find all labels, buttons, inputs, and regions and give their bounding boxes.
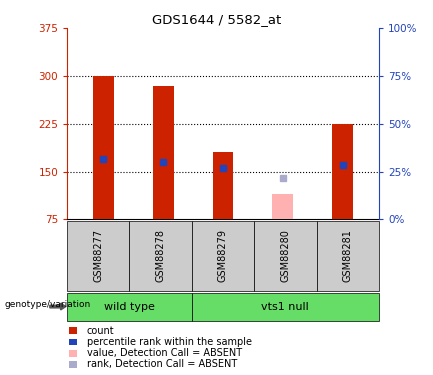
Text: percentile rank within the sample: percentile rank within the sample: [87, 337, 252, 347]
Text: rank, Detection Call = ABSENT: rank, Detection Call = ABSENT: [87, 360, 237, 369]
Bar: [272, 194, 294, 219]
Text: GSM88278: GSM88278: [155, 230, 166, 282]
Text: count: count: [87, 326, 114, 336]
Bar: [152, 86, 174, 219]
Text: vts1 null: vts1 null: [262, 302, 309, 312]
Bar: [213, 152, 233, 219]
Text: GSM88279: GSM88279: [218, 230, 228, 282]
Text: GSM88277: GSM88277: [93, 230, 103, 282]
Bar: [93, 76, 113, 219]
Text: GSM88280: GSM88280: [280, 230, 291, 282]
Text: wild type: wild type: [104, 302, 155, 312]
Text: genotype/variation: genotype/variation: [4, 300, 90, 309]
Text: value, Detection Call = ABSENT: value, Detection Call = ABSENT: [87, 348, 242, 358]
Text: GDS1644 / 5582_at: GDS1644 / 5582_at: [152, 13, 281, 26]
Bar: [333, 124, 353, 219]
Text: GSM88281: GSM88281: [343, 230, 353, 282]
